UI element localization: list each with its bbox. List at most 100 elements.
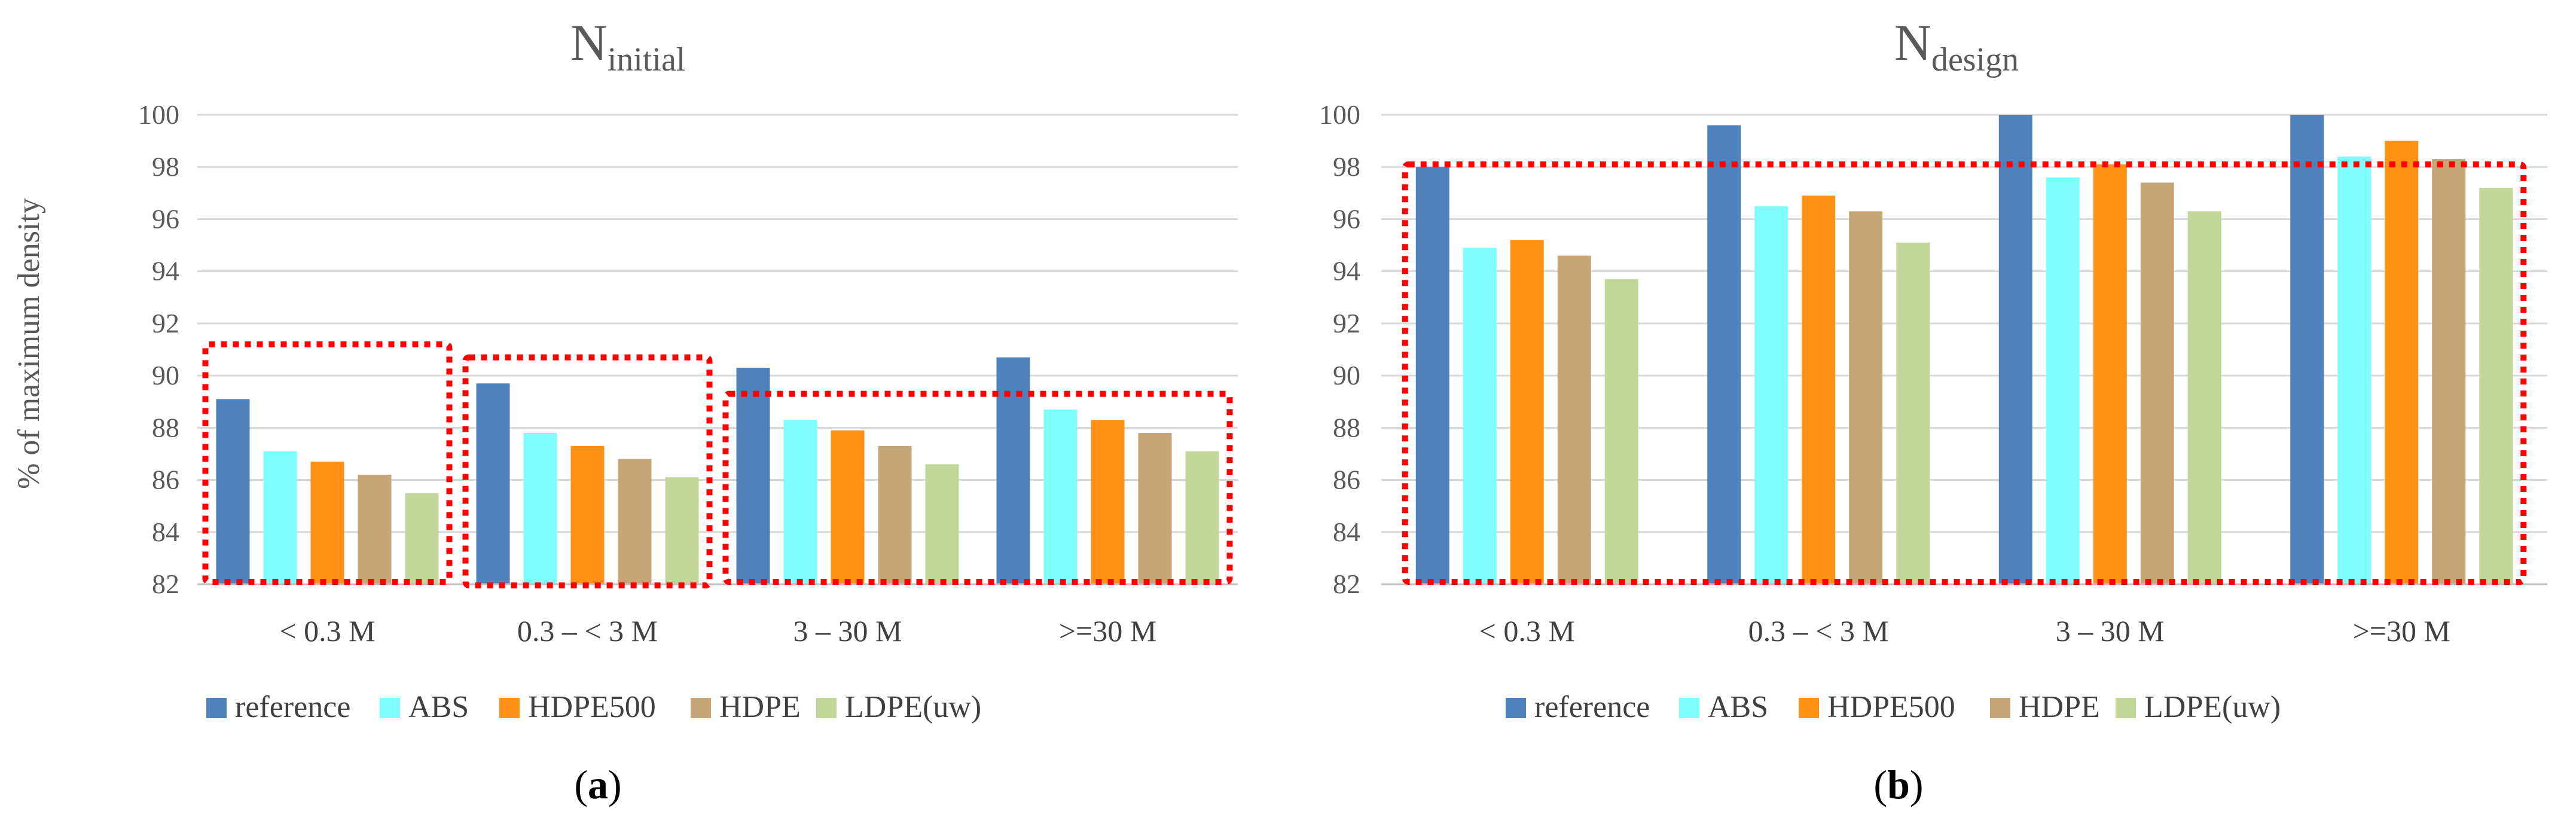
y-tick-label: 88 [1333, 412, 1360, 443]
panel-label-open-paren: ( [574, 762, 588, 807]
bar-ldpeuw-0 [1604, 279, 1638, 584]
x-tick-label: 3 – 30 M [793, 614, 902, 648]
panel-label: (b) [1873, 762, 1923, 807]
x-tick-label: >=30 M [2353, 614, 2450, 648]
panel-label-close-paren: ) [608, 762, 622, 807]
y-tick-label: 100 [138, 99, 179, 130]
x-tick-label: 0.3 – < 3 M [517, 614, 658, 648]
chart-panel-b: 82 84 86 88 90 92 94 96 98 100 < 0.3 M 0.3 – < 3 M 3… [1319, 14, 2547, 807]
legend-swatch-ldpeuw [2116, 698, 2136, 718]
y-tick-label: 100 [1319, 99, 1360, 130]
y-tick-label: 84 [1333, 517, 1360, 547]
bar-ldpeuw-3 [1185, 451, 1219, 584]
y-tick-label: 92 [152, 308, 179, 338]
bar-reference-0 [216, 399, 250, 584]
y-tick-label: 90 [152, 360, 179, 390]
legend-label: ABS [1708, 690, 1768, 724]
bar-abs-0 [263, 451, 297, 584]
bar-hdpe500-2 [831, 430, 865, 584]
chart-title: Ndesign [1894, 14, 2019, 78]
bar-hdpe500-0 [1510, 240, 1544, 584]
x-tick-label: < 0.3 M [1479, 614, 1575, 648]
bar-reference-1 [476, 383, 510, 584]
y-tick-label: 92 [1333, 308, 1360, 338]
legend: reference ABS HDPE500 HDPE LDPE(uw) [1506, 690, 2281, 724]
bar-hdpe-3 [2432, 159, 2466, 584]
x-tick-label: 3 – 30 M [2056, 614, 2165, 648]
highlight-box [462, 354, 713, 588]
bar-ldpeuw-1 [665, 477, 699, 584]
y-tick-label: 86 [1333, 465, 1360, 495]
chart-title-main: N [570, 14, 608, 71]
bar-hdpe500-3 [2385, 141, 2419, 585]
legend-swatch-hdpe [691, 698, 711, 718]
bar-hdpe-1 [618, 459, 652, 584]
y-tick-label: 82 [1333, 569, 1360, 599]
bar-abs-2 [783, 420, 817, 584]
bar-hdpe500-1 [1802, 196, 1836, 584]
bar-ldpeuw-2 [925, 464, 959, 584]
y-tick-label: 84 [152, 517, 179, 547]
highlight-box [1402, 161, 2527, 585]
bar-reference-2 [736, 368, 770, 584]
bar-ldpeuw-2 [2187, 211, 2221, 585]
legend-label: LDPE(uw) [845, 690, 981, 724]
bar-ldpeuw-0 [405, 493, 439, 584]
y-tick-label: 82 [152, 569, 179, 599]
bar-abs-0 [1463, 248, 1497, 585]
legend-swatch-hdpe [1990, 698, 2010, 718]
legend-swatch-reference [1506, 698, 1526, 718]
y-tick-label: 94 [152, 256, 179, 286]
x-tick-label: >=30 M [1059, 614, 1156, 648]
bar-hdpe-2 [878, 445, 912, 584]
panel-label: (a) [574, 762, 621, 807]
bar-hdpe-2 [2140, 182, 2174, 584]
bar-hdpe-3 [1138, 433, 1172, 584]
bar-ldpeuw-3 [2479, 188, 2513, 585]
legend-label: HDPE500 [528, 690, 656, 724]
legend-label: reference [235, 690, 350, 724]
legend-label: HDPE [2019, 690, 2100, 724]
bar-hdpe500-1 [570, 445, 605, 584]
y-tick-label: 96 [152, 203, 179, 234]
bar-reference-3 [996, 357, 1030, 584]
bar-abs-3 [1043, 409, 1078, 584]
legend-label: LDPE(uw) [2144, 690, 2281, 724]
legend-label: HDPE500 [1827, 690, 1955, 724]
bar-hdpe-0 [358, 474, 392, 584]
y-tick-label: 90 [1333, 360, 1360, 390]
legend-swatch-hdpe500 [499, 698, 520, 718]
legend-swatch-ldpeuw [816, 698, 837, 718]
bar-hdpe500-2 [2093, 164, 2127, 585]
bar-hdpe500-0 [310, 462, 344, 584]
chart-panel-a: 82 84 86 88 90 92 94 96 98 100 < 0.3 M 0.3 – < 3 M 3… [12, 14, 1238, 807]
legend-swatch-abs [380, 698, 400, 718]
x-tick-label: 0.3 – < 3 M [1748, 614, 1889, 648]
legend-swatch-abs [1679, 698, 1699, 718]
bar-hdpe-1 [1849, 211, 1883, 585]
panel-label-letter: b [1887, 762, 1910, 807]
bar-reference-2 [1998, 115, 2032, 584]
bar-abs-1 [523, 433, 557, 584]
panel-label-open-paren: ( [1873, 762, 1887, 807]
y-tick-label: 98 [1333, 151, 1360, 182]
chart-title-subscript: initial [608, 41, 686, 78]
bar-ldpeuw-1 [1896, 242, 1930, 584]
legend-label: reference [1534, 690, 1650, 724]
y-tick-label: 94 [1333, 256, 1360, 286]
highlight-box [722, 390, 1233, 585]
chart-title: Ninitial [570, 14, 686, 78]
y-tick-label: 96 [1333, 203, 1360, 234]
bar-reference-3 [2290, 115, 2324, 584]
legend-label: HDPE [719, 690, 801, 724]
legend-swatch-reference [206, 698, 227, 718]
bar-reference-1 [1707, 125, 1741, 584]
bar-abs-2 [2046, 177, 2080, 585]
bar-abs-3 [2337, 156, 2371, 584]
y-tick-label: 98 [152, 151, 179, 182]
bar-abs-1 [1754, 206, 1788, 584]
panel-label-letter: a [588, 762, 608, 807]
y-axis-label: % of maximum density [12, 198, 46, 489]
bar-hdpe500-3 [1091, 420, 1125, 584]
